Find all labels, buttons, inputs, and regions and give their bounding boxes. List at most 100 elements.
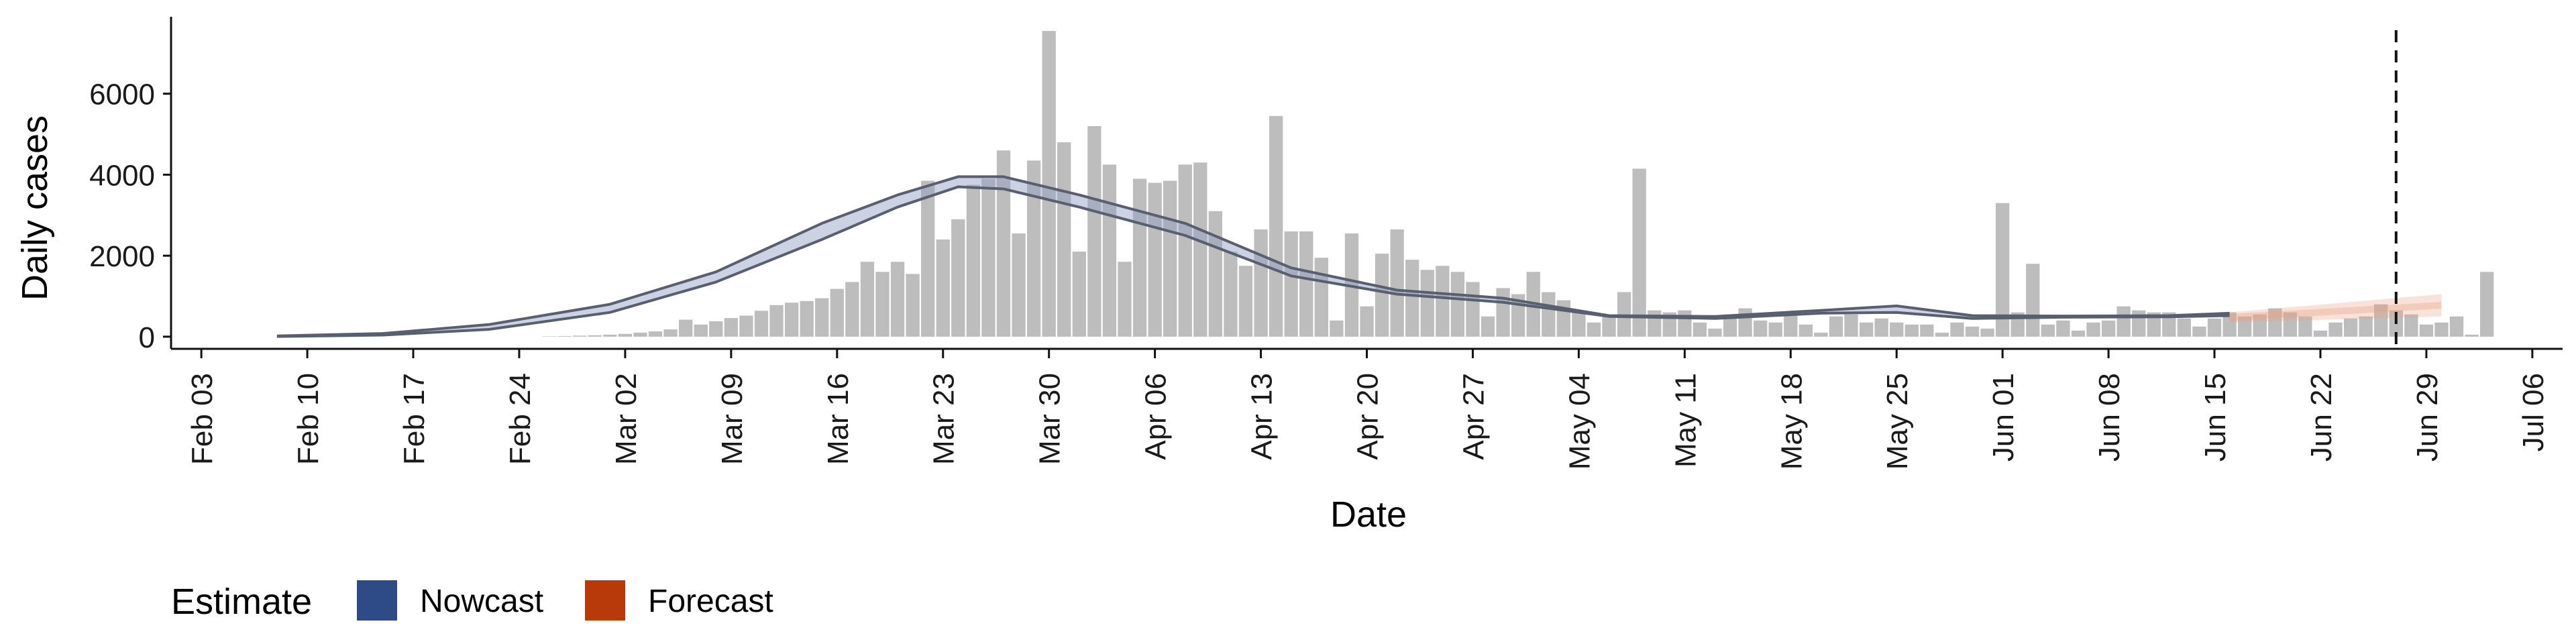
legend-label-forecast: Forecast: [648, 584, 773, 619]
bar: [1390, 229, 1404, 337]
bar: [663, 329, 678, 337]
bar: [2116, 306, 2131, 337]
bar: [1632, 168, 1646, 337]
legend: Estimate Nowcast Forecast: [171, 580, 773, 622]
bar: [845, 282, 859, 337]
bar: [1587, 322, 1601, 337]
x-tick-label: May 25: [1881, 373, 1914, 470]
bar: [1678, 310, 1692, 337]
bar: [1466, 282, 1480, 337]
bar: [1996, 203, 2010, 337]
bar: [890, 262, 905, 337]
bar: [800, 301, 814, 337]
bar: [2359, 316, 2373, 337]
bar: [2480, 272, 2494, 337]
bar: [633, 332, 647, 337]
bar: [2404, 314, 2418, 337]
bar: [542, 336, 557, 337]
bar: [996, 150, 1011, 337]
x-tick-label: Mar 23: [928, 373, 961, 465]
legend-title: Estimate: [171, 582, 312, 622]
bar: [921, 180, 935, 337]
bar: [2177, 318, 2192, 337]
bar: [2207, 318, 2222, 337]
bar: [1602, 314, 1616, 337]
bar: [1299, 231, 1313, 337]
bar: [860, 262, 875, 337]
bar: [1708, 328, 1722, 337]
bar: [1496, 288, 1510, 337]
nowcast-line-1: [276, 175, 2230, 337]
y-tick-label: 0: [139, 321, 155, 354]
x-tick-label: Mar 16: [822, 373, 855, 465]
bar: [936, 239, 950, 337]
bar: [1693, 322, 1707, 337]
bar: [1799, 324, 1813, 337]
bar: [2419, 324, 2434, 337]
x-tick-label: Jun 15: [2199, 373, 2232, 462]
bar: [2101, 320, 2116, 337]
bar: [1314, 258, 1328, 337]
bar: [1920, 324, 1934, 337]
x-tick-label: Mar 30: [1034, 373, 1067, 465]
bars: [542, 31, 2494, 337]
bar: [1542, 292, 1556, 337]
bar: [1163, 180, 1177, 337]
forecast-median: [2229, 302, 2442, 321]
y-tick-label: 6000: [89, 78, 155, 111]
bar: [603, 334, 617, 337]
x-tick-label: Feb 24: [504, 373, 537, 465]
x-tick-label: Apr 06: [1140, 373, 1173, 460]
bar: [1118, 262, 1132, 337]
nowcast-line-0: [276, 185, 2230, 338]
bar: [1132, 178, 1147, 337]
bar: [981, 178, 996, 337]
bar: [1148, 182, 1162, 337]
x-tick-label: Mar 09: [716, 373, 749, 465]
bar: [1950, 322, 1964, 337]
bar: [1042, 31, 1056, 337]
bar: [2298, 316, 2312, 337]
bar: [1375, 254, 1389, 337]
bar: [2374, 304, 2388, 337]
x-tick-label: May 11: [1669, 373, 1702, 468]
bar: [1238, 266, 1253, 337]
bar: [906, 274, 920, 337]
bar: [1102, 164, 1117, 337]
bar: [1254, 229, 1268, 337]
bar: [2343, 318, 2358, 337]
bar: [2192, 326, 2206, 337]
bar: [618, 333, 633, 337]
bar: [2238, 316, 2252, 337]
bar: [2071, 330, 2086, 337]
bar: [2313, 330, 2328, 337]
x-tick-label: Jun 29: [2411, 373, 2444, 462]
x-tick-label: Feb 17: [398, 373, 431, 465]
x-tick-label: Feb 10: [292, 373, 325, 465]
forecast-band: [2229, 294, 2442, 323]
bar: [1980, 328, 1994, 337]
bar: [1965, 326, 1980, 337]
bar: [1012, 233, 1026, 337]
x-axis-title: Date: [1330, 494, 1407, 535]
bar: [2465, 334, 2479, 337]
bar: [1648, 310, 1662, 337]
bar: [1904, 324, 1919, 337]
bar: [754, 311, 769, 337]
bar: [2283, 312, 2298, 337]
bar: [1269, 115, 1283, 337]
bar: [1556, 300, 1570, 337]
bar: [1874, 318, 1888, 337]
bar: [830, 288, 844, 337]
bar: [2328, 322, 2343, 337]
bar: [1753, 320, 1768, 337]
bar: [1738, 308, 1752, 337]
bar: [1087, 125, 1102, 337]
bar: [1572, 310, 1586, 337]
bar: [679, 319, 693, 337]
bar: [1026, 160, 1041, 337]
bar: [1481, 316, 1495, 337]
x-tick-label: Jun 08: [2093, 373, 2126, 462]
bar: [1935, 332, 1949, 337]
y-ticks: 0 2000 4000 6000: [89, 78, 171, 354]
